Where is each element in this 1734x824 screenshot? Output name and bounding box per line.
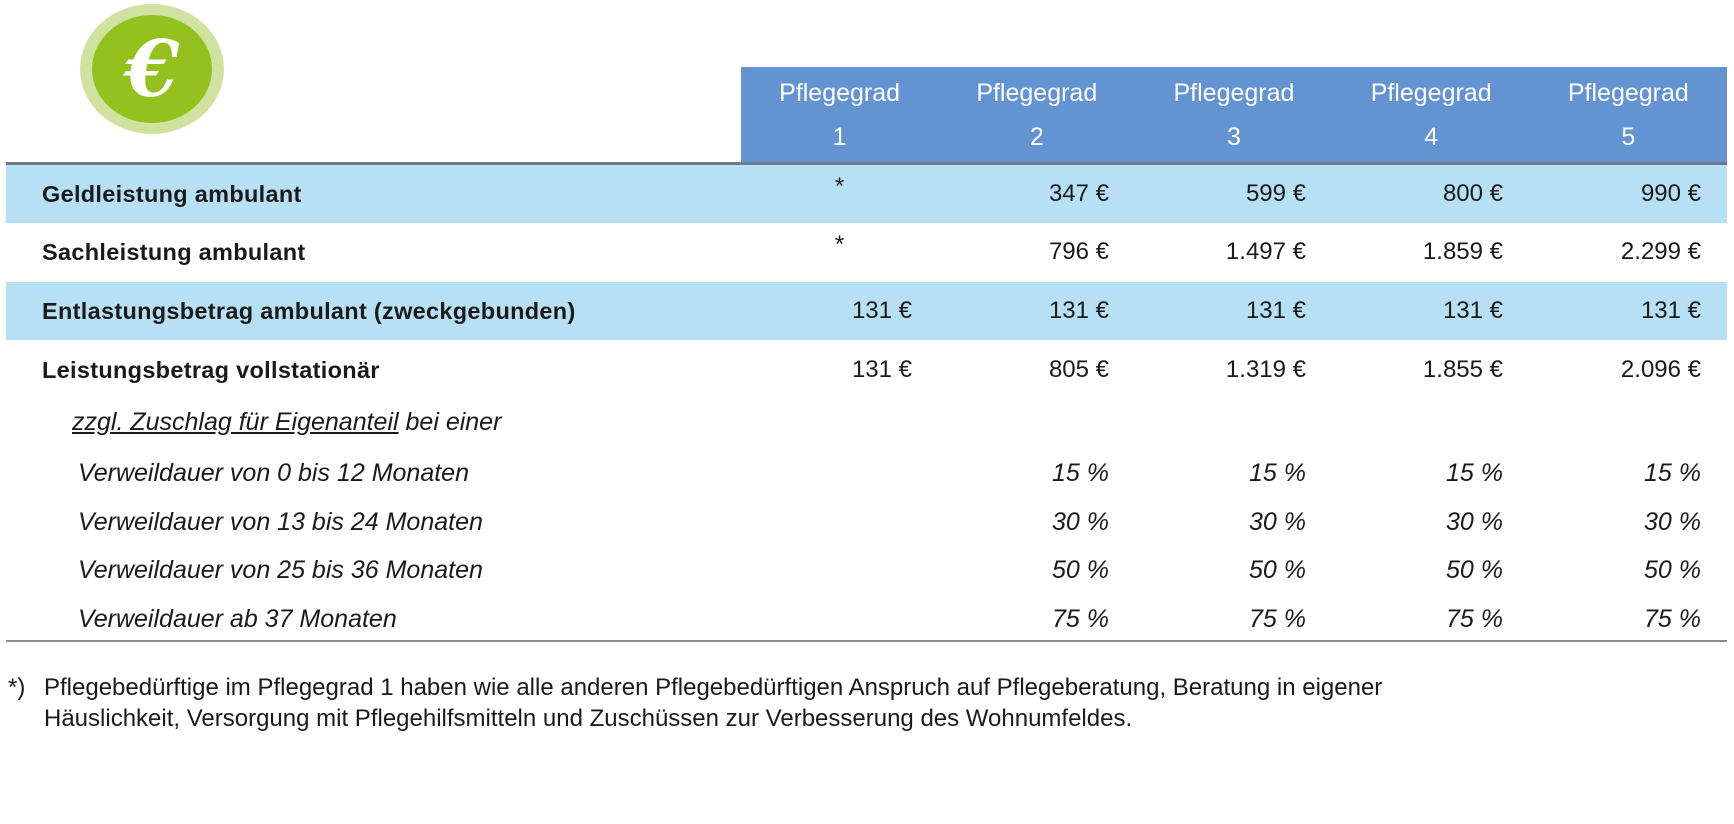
- table-bottom-divider: [6, 640, 1727, 642]
- cell-value: 131 €: [851, 297, 912, 324]
- euro-icon: €: [92, 15, 212, 123]
- stay-row: Verweildauer von 25 bis 36 Monaten 50 % 50…: [6, 554, 1727, 586]
- cell-value: 800 €: [1442, 180, 1503, 207]
- cell-value: 2.299 €: [1620, 238, 1701, 265]
- cell-value: 347 €: [1048, 180, 1109, 207]
- cell-value: 1.855 €: [1422, 356, 1503, 383]
- header-pflegegrad-4: Pflegegrad 4: [1333, 67, 1530, 163]
- cell-value: 1.497 €: [1225, 238, 1306, 265]
- footnote-line-2: Häuslichkeit, Versorgung mit Pflegehilfs…: [44, 705, 1133, 732]
- stay-label: Verweildauer von 13 bis 24 Monaten: [78, 507, 483, 536]
- cell-value: 796 €: [1048, 238, 1109, 265]
- supplement-rest: bei einer: [398, 408, 502, 436]
- header-number: 4: [1424, 123, 1439, 151]
- cell-value: 990 €: [1640, 180, 1701, 207]
- header-label: Pflegegrad: [976, 79, 1098, 107]
- table-row: Leistungsbetrag vollstationär 131 € 805 € 1…: [6, 341, 1727, 399]
- surcharge-percent: 75 %: [1644, 604, 1701, 633]
- header-pflegegrad-5: Pflegegrad 5: [1530, 67, 1727, 163]
- surcharge-percent: 15 %: [1052, 458, 1109, 487]
- header-number: 2: [1029, 123, 1044, 151]
- surcharge-percent: 50 %: [1052, 555, 1109, 584]
- table-row: Geldleistung ambulant * 347 € 599 € 800 € 990…: [6, 165, 1727, 223]
- surcharge-percent: 30 %: [1052, 507, 1109, 536]
- header-label: Pflegegrad: [779, 79, 901, 107]
- surcharge-percent: 15 %: [1446, 458, 1503, 487]
- stay-label: Verweildauer ab 37 Monaten: [78, 604, 397, 633]
- supplement-underlined: zzgl. Zuschlag für Eigenanteil: [72, 408, 399, 436]
- stay-row: Verweildauer von 13 bis 24 Monaten 30 % 30…: [6, 506, 1727, 538]
- stay-label: Verweildauer von 0 bis 12 Monaten: [78, 458, 469, 487]
- header-label: Pflegegrad: [1173, 79, 1295, 107]
- surcharge-percent: 75 %: [1052, 604, 1109, 633]
- footnote-marker: *): [8, 674, 26, 701]
- cell-value: *: [834, 231, 845, 258]
- cell-value: 131 €: [1442, 297, 1503, 324]
- footnote-line-1: Pflegebedürftige im Pflegegrad 1 haben w…: [44, 674, 1383, 701]
- header-pflegegrad-3: Pflegegrad 3: [1135, 67, 1332, 163]
- table-header: Pflegegrad 1 Pflegegrad 2 Pflegegrad 3 Pfle…: [741, 67, 1727, 163]
- surcharge-percent: 75 %: [1446, 604, 1503, 633]
- row-label: Leistungsbetrag vollstationär: [42, 356, 380, 383]
- header-number: 5: [1621, 123, 1636, 151]
- cell-value: 1.859 €: [1422, 238, 1503, 265]
- stay-label: Verweildauer von 25 bis 36 Monaten: [78, 555, 483, 584]
- header-number: 3: [1227, 123, 1241, 151]
- cell-value: *: [834, 173, 845, 200]
- surcharge-percent: 30 %: [1446, 507, 1503, 536]
- cell-value: 1.319 €: [1225, 356, 1306, 383]
- cell-value: 131 €: [1640, 297, 1701, 324]
- cell-value: 599 €: [1245, 180, 1306, 207]
- table-row: Entlastungsbetrag ambulant (zweckgebunde…: [6, 282, 1727, 340]
- row-label: Geldleistung ambulant: [42, 180, 302, 207]
- surcharge-percent: 30 %: [1249, 507, 1306, 536]
- cell-value: 131 €: [1048, 297, 1109, 324]
- cell-value: 805 €: [1048, 356, 1109, 383]
- header-number: 1: [832, 123, 847, 151]
- cell-value: 131 €: [1245, 297, 1306, 324]
- header-label: Pflegegrad: [1370, 79, 1492, 107]
- surcharge-percent: 75 %: [1249, 604, 1306, 633]
- surcharge-percent: 30 %: [1644, 507, 1701, 536]
- surcharge-percent: 15 %: [1644, 458, 1701, 487]
- table-row: Sachleistung ambulant * 796 € 1.497 € 1.859 …: [6, 223, 1727, 281]
- surcharge-percent: 50 %: [1644, 555, 1701, 584]
- row-label: Entlastungsbetrag ambulant (zweckgebunde…: [42, 297, 576, 324]
- row-label: Sachleistung ambulant: [42, 238, 306, 265]
- header-pflegegrad-1: Pflegegrad 1: [741, 67, 938, 163]
- header-pflegegrad-2: Pflegegrad 2: [938, 67, 1135, 163]
- stay-row: Verweildauer ab 37 Monaten 75 % 75 % 75 % 75…: [6, 603, 1727, 635]
- surcharge-percent: 15 %: [1249, 458, 1306, 487]
- stay-row: Verweildauer von 0 bis 12 Monaten 15 % 15 …: [6, 457, 1727, 489]
- cell-value: 131 €: [851, 356, 912, 383]
- header-divider: [6, 162, 1727, 165]
- header-label: Pflegegrad: [1567, 79, 1689, 107]
- supplement-label: zzgl. Zuschlag für Eigenanteil bei einer: [72, 408, 501, 437]
- surcharge-percent: 50 %: [1446, 555, 1503, 584]
- cell-value: 2.096 €: [1620, 356, 1701, 383]
- euro-logo: €: [80, 4, 224, 134]
- surcharge-percent: 50 %: [1249, 555, 1306, 584]
